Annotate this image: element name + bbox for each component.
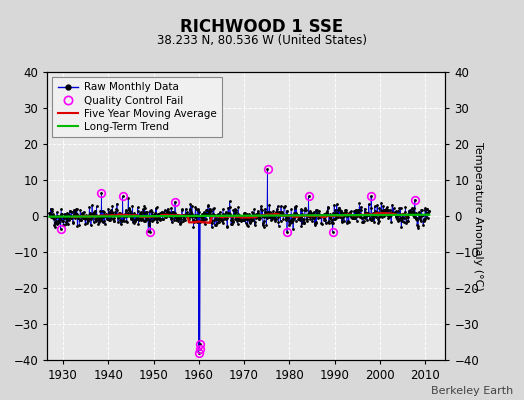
Text: Berkeley Earth: Berkeley Earth xyxy=(431,386,514,396)
Y-axis label: Temperature Anomaly (°C): Temperature Anomaly (°C) xyxy=(473,142,483,290)
Text: RICHWOOD 1 SSE: RICHWOOD 1 SSE xyxy=(180,18,344,36)
Legend: Raw Monthly Data, Quality Control Fail, Five Year Moving Average, Long-Term Tren: Raw Monthly Data, Quality Control Fail, … xyxy=(52,77,222,137)
Text: 38.233 N, 80.536 W (United States): 38.233 N, 80.536 W (United States) xyxy=(157,34,367,47)
